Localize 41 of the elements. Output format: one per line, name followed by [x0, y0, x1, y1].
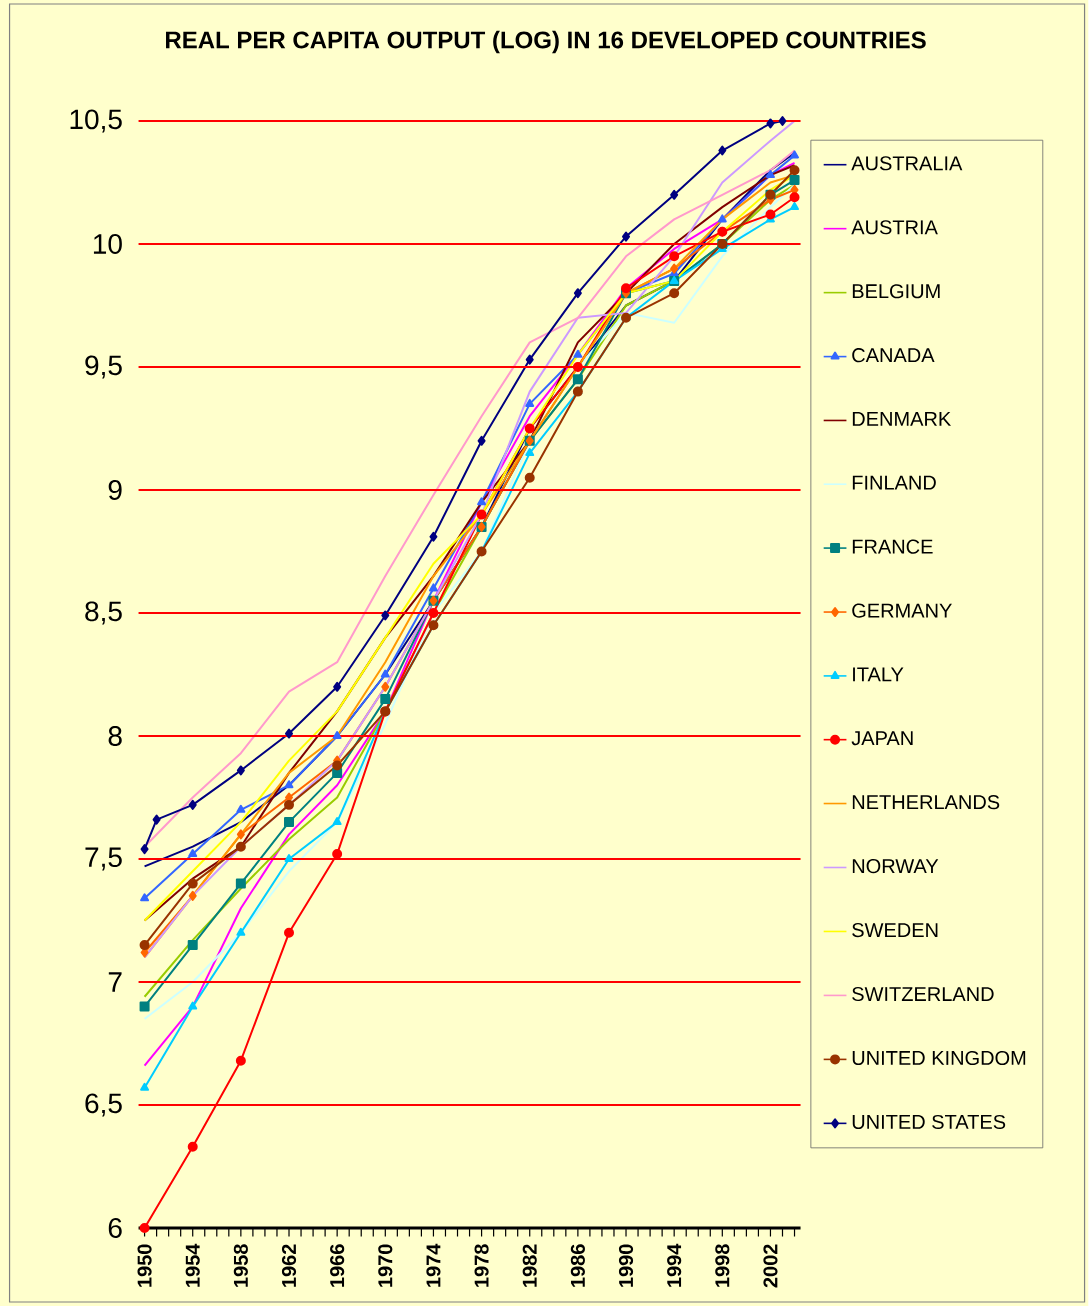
legend-label: SWEDEN: [852, 922, 938, 938]
x-tick-label: 1990: [619, 1244, 634, 1287]
x-tick-label: 1970: [378, 1244, 393, 1287]
x-tick-label: 1966: [330, 1244, 345, 1287]
legend-label: AUSTRALIA: [851, 156, 963, 171]
y-tick-label: 7: [109, 972, 122, 992]
legend-label: DENMARK: [853, 412, 952, 426]
legend-label: FRANCE: [853, 539, 933, 554]
x-tick-label: 1958: [234, 1244, 249, 1287]
x-tick-label: 1998: [715, 1244, 730, 1287]
y-tick-label: 10: [94, 234, 123, 254]
legend-label: CANADA: [852, 348, 935, 363]
legend-label: JAPAN: [851, 731, 913, 746]
legend-label: AUSTRIA: [851, 220, 939, 235]
y-tick-label: 10,5: [70, 109, 122, 133]
y-tick-label: 9,5: [85, 355, 122, 379]
y-tick-label: 9: [108, 480, 122, 500]
chart-title: REAL PER CAPITA OUTPUT (LOG) IN 16 DEVELOPED COUNTRIES: [166, 30, 926, 54]
legend-label: UNITED STATES: [852, 1114, 1006, 1130]
x-tick-label: 1950: [137, 1244, 152, 1287]
x-tick-label: 1982: [522, 1244, 538, 1287]
y-tick-label: 6,5: [85, 1093, 122, 1117]
x-tick-label: 1954: [185, 1243, 201, 1287]
y-tick-label: 7,5: [85, 847, 122, 871]
legend-label: ITALY: [853, 667, 904, 682]
x-tick-label: 1974: [426, 1243, 441, 1287]
legend-label: NETHERLANDS: [853, 795, 1000, 810]
legend-label: FINLAND: [853, 475, 937, 490]
x-tick-label: 1962: [282, 1244, 297, 1287]
legend-label: NORWAY: [853, 859, 939, 874]
y-tick-label: 8: [108, 726, 122, 746]
x-tick-label: 1994: [667, 1243, 682, 1287]
legend-label: BELGIUM: [853, 284, 940, 299]
y-tick-label: 6: [109, 1218, 122, 1238]
legend-label: UNITED KINGDOM: [852, 1050, 1026, 1066]
x-tick-label: 1978: [474, 1244, 489, 1287]
x-tick-label: 1986: [571, 1244, 586, 1287]
x-tick-label: 2002: [763, 1244, 778, 1288]
legend-label: SWITZERLAND: [852, 986, 994, 1002]
legend-label: GERMANY: [852, 603, 953, 618]
y-tick-label: 8,5: [85, 601, 122, 625]
